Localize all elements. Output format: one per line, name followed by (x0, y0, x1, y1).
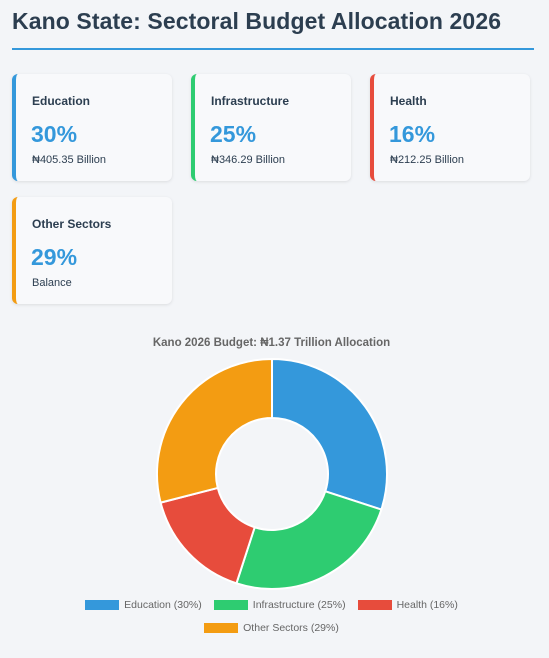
legend-swatch (357, 600, 392, 610)
legend-item-education[interactable]: Education (30%) (85, 599, 202, 611)
card-amount: ₦212.25 Billion (390, 154, 464, 166)
card-value: 29% (31, 244, 78, 270)
doughnut-chart (156, 357, 388, 590)
card-other-sectors: Other Sectors 29% Balance (12, 197, 172, 304)
title-underline (12, 48, 534, 50)
legend-label: Infrastructure (25%) (252, 599, 346, 611)
card-label: Health (390, 94, 427, 108)
card-infrastructure: Infrastructure 25% ₦346.29 Billion (191, 74, 351, 181)
legend-item-health[interactable]: Health (16%) (357, 599, 458, 611)
card-health: Health 16% ₦212.25 Billion (370, 74, 530, 181)
card-value: 16% (389, 121, 436, 147)
card-value: 30% (31, 121, 78, 147)
card-label: Other Sectors (32, 217, 112, 231)
legend-label: Education (30%) (124, 599, 202, 611)
card-amount: Balance (32, 277, 72, 289)
legend-label: Other Sectors (29%) (243, 622, 339, 634)
page-title: Kano State: Sectoral Budget Allocation 2… (12, 8, 502, 34)
chart-title: Kano 2026 Budget: ₦1.37 Trillion Allocat… (152, 337, 391, 349)
slice-health[interactable] (159, 486, 256, 585)
slice-infrastructure[interactable] (235, 490, 383, 590)
card-value: 25% (210, 121, 257, 147)
slice-education[interactable] (271, 357, 388, 511)
legend-swatch (213, 600, 248, 610)
legend-label: Health (16%) (396, 599, 458, 611)
chart-legend-row-2: Other Sectors (29%) (0, 622, 543, 634)
card-amount: ₦405.35 Billion (32, 154, 106, 166)
card-label: Education (32, 94, 91, 108)
legend-item-infrastructure[interactable]: Infrastructure (25%) (213, 599, 346, 611)
legend-swatch (85, 600, 120, 610)
card-education: Education 30% ₦405.35 Billion (12, 74, 172, 181)
chart-legend-row-1: Education (30%) Infrastructure (25%) Hea… (0, 599, 543, 611)
legend-item-other-sectors[interactable]: Other Sectors (29%) (204, 622, 339, 634)
legend-swatch (204, 623, 239, 633)
slice-other-sectors[interactable] (156, 357, 273, 504)
card-label: Infrastructure (211, 94, 290, 108)
card-amount: ₦346.29 Billion (211, 154, 285, 166)
